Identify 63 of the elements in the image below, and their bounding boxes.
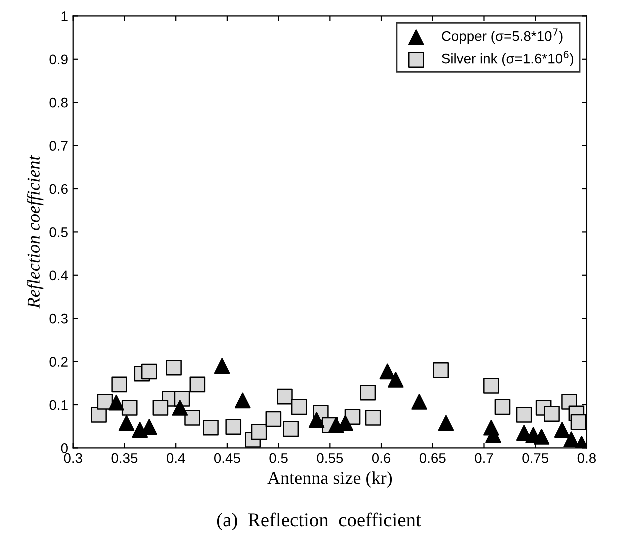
x-tick-label: 0.4 (166, 453, 186, 464)
y-tick-label: 0.5 (50, 228, 68, 238)
x-tick-label: 0.5 (270, 453, 288, 464)
point (166, 360, 182, 376)
x-tick-label: 0.55 (317, 453, 344, 464)
point (112, 376, 128, 393)
y-tick-label: 0.8 (50, 98, 68, 108)
point (141, 364, 158, 380)
point (494, 399, 511, 416)
point (122, 400, 138, 416)
y-tick-label: 0.4 (50, 270, 68, 281)
point (266, 411, 282, 428)
point (360, 384, 376, 401)
point (152, 400, 169, 416)
point (172, 400, 188, 416)
point (412, 394, 428, 410)
point (516, 407, 532, 423)
point (544, 406, 560, 422)
x-tick-label: 0.6 (372, 453, 391, 464)
x-tick-label: 0.45 (214, 453, 240, 464)
point (554, 422, 570, 438)
y-tick-label: 0.1 (50, 400, 68, 410)
y-tick-label: 0.3 (50, 314, 68, 324)
y-axis-title: Reflection coefficient (27, 155, 44, 309)
point (570, 414, 587, 430)
point (291, 399, 308, 416)
y-tick-label: 0.6 (50, 184, 68, 194)
y-tick-label: 0 (61, 444, 68, 454)
point (91, 407, 107, 423)
point (534, 429, 550, 445)
point (564, 432, 580, 448)
point (97, 394, 114, 410)
y-tick-label: 0.9 (50, 54, 68, 65)
x-tick-label: 0.75 (522, 453, 549, 464)
text: (a) Reflection coefficient (217, 512, 422, 531)
point (277, 388, 293, 405)
point (308, 412, 325, 428)
x-tick-label: 0.7 (475, 453, 494, 464)
point (214, 358, 230, 374)
point (226, 419, 242, 435)
x-tick-label: 0.35 (112, 453, 138, 464)
legend-label: Copper (σ=5.8*10$^{7}$) (442, 28, 563, 44)
point (203, 420, 219, 436)
y-tick-label: 1 (62, 12, 68, 22)
point (283, 421, 300, 438)
point (108, 394, 124, 411)
point (118, 415, 135, 432)
y-tick-label: 0.2 (50, 357, 68, 367)
x-axis-title: Antenna size (kr) (268, 472, 392, 488)
point (234, 392, 251, 409)
point (433, 362, 450, 378)
point (438, 415, 454, 432)
point (380, 364, 396, 380)
point (251, 424, 268, 440)
point (365, 410, 382, 426)
x-tick-label: 0.8 (578, 453, 596, 464)
legend-label: Silver ink (σ=1.6*10$^{6}$) (442, 51, 574, 66)
x-tick-label: 0.65 (420, 453, 446, 464)
point (484, 378, 500, 394)
point (184, 410, 200, 426)
point (190, 376, 206, 393)
y-tick-label: 0.7 (50, 141, 68, 151)
point (388, 372, 404, 388)
